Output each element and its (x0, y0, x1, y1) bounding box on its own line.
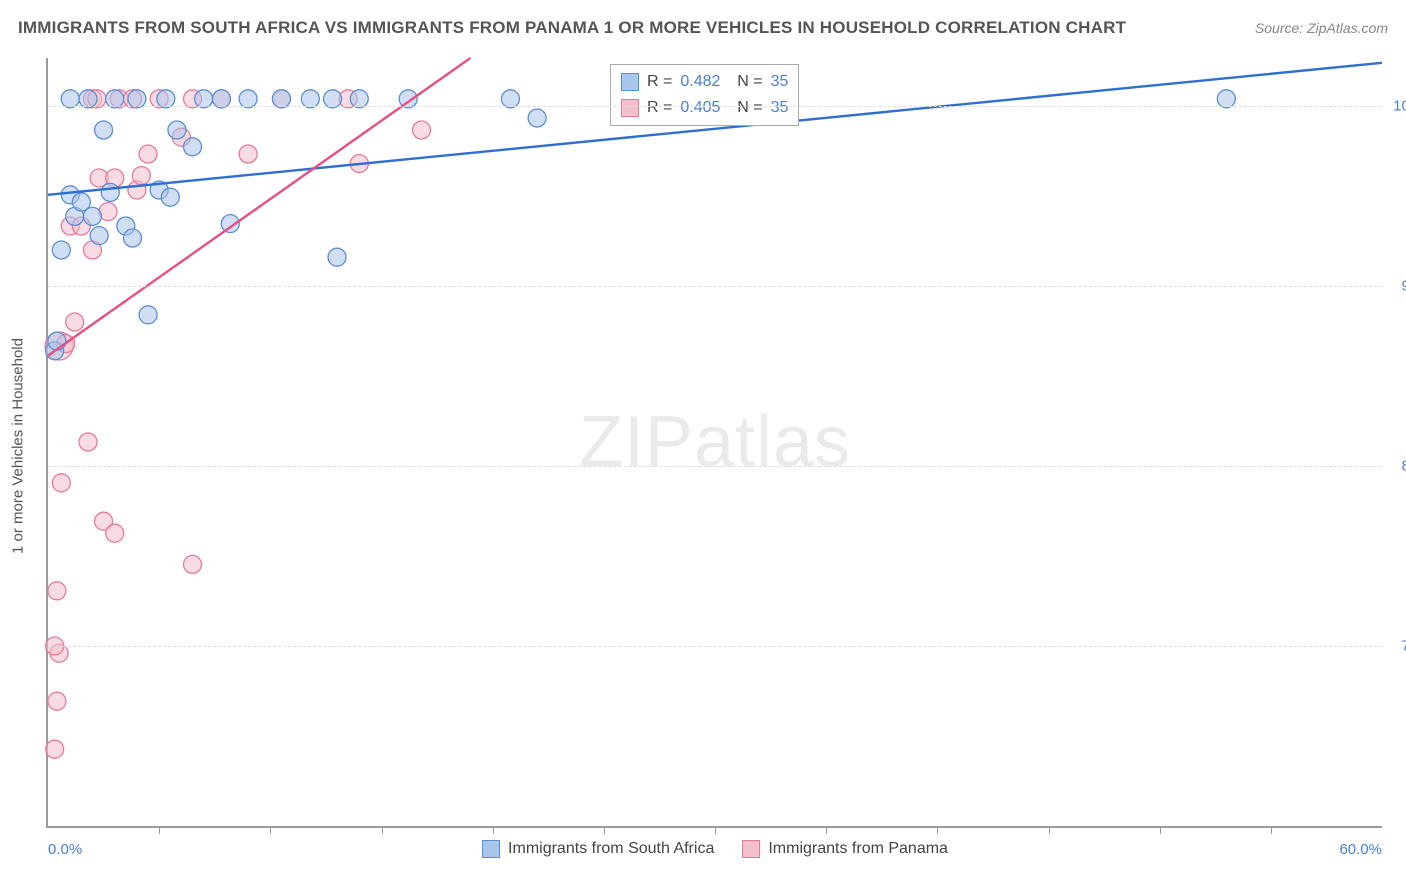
source-attribution: Source: ZipAtlas.com (1255, 20, 1388, 36)
swatch-series-b (621, 99, 639, 117)
stat-r-value-b: 0.405 (680, 95, 720, 121)
data-point (168, 121, 186, 139)
plot-area: ZIPatlas R = 0.482 N = 35 R = 0.405 N = … (46, 58, 1382, 828)
data-point (328, 248, 346, 266)
stat-r-label: R = (647, 69, 672, 95)
chart-svg (48, 58, 1382, 826)
data-point (95, 121, 113, 139)
data-point (413, 121, 431, 139)
data-point (239, 145, 257, 163)
data-point (90, 227, 108, 245)
data-point (161, 188, 179, 206)
data-point (46, 740, 64, 758)
x-tick-label: 0.0% (48, 841, 82, 858)
data-point (184, 138, 202, 156)
data-point (52, 474, 70, 492)
data-point (101, 183, 119, 201)
data-point (48, 332, 66, 350)
data-point (66, 313, 84, 331)
stat-n-label: N = (728, 69, 762, 95)
y-tick-label: 92.5% (1388, 278, 1406, 295)
stats-row-series-a: R = 0.482 N = 35 (621, 69, 788, 95)
data-point (79, 433, 97, 451)
x-tick (715, 826, 716, 834)
legend-label-b: Immigrants from Panama (768, 840, 948, 858)
x-tick (826, 826, 827, 834)
gridline-h (48, 646, 1382, 647)
data-point (106, 524, 124, 542)
swatch-series-a (482, 840, 500, 858)
legend-label-a: Immigrants from South Africa (508, 840, 714, 858)
swatch-series-a (621, 73, 639, 91)
x-tick (382, 826, 383, 834)
x-tick (1271, 826, 1272, 834)
chart-title: IMMIGRANTS FROM SOUTH AFRICA VS IMMIGRAN… (18, 18, 1126, 38)
stat-r-label: R = (647, 95, 672, 121)
data-point (132, 167, 150, 185)
stat-n-value-b: 35 (771, 95, 789, 121)
stat-r-value-a: 0.482 (680, 69, 720, 95)
data-point (139, 145, 157, 163)
data-point (48, 582, 66, 600)
x-tick-label: 60.0% (1339, 841, 1382, 858)
swatch-series-b (742, 840, 760, 858)
y-tick-label: 77.5% (1388, 638, 1406, 655)
stat-n-value-a: 35 (771, 69, 789, 95)
x-tick (159, 826, 160, 834)
x-tick (937, 826, 938, 834)
data-point (528, 109, 546, 127)
stat-n-label: N = (728, 95, 762, 121)
y-tick-label: 100.0% (1388, 98, 1406, 115)
y-axis-title: 1 or more Vehicles in Household (10, 338, 27, 554)
x-tick (493, 826, 494, 834)
gridline-h (48, 106, 1382, 107)
gridline-h (48, 466, 1382, 467)
data-point (139, 306, 157, 324)
x-tick (604, 826, 605, 834)
y-tick-label: 85.0% (1388, 458, 1406, 475)
stats-row-series-b: R = 0.405 N = 35 (621, 95, 788, 121)
data-point (48, 692, 66, 710)
x-tick (1049, 826, 1050, 834)
legend-item-a: Immigrants from South Africa (482, 840, 714, 858)
gridline-h (48, 286, 1382, 287)
data-point (52, 241, 70, 259)
stats-legend: R = 0.482 N = 35 R = 0.405 N = 35 (610, 64, 799, 126)
series-legend: Immigrants from South Africa Immigrants … (482, 840, 948, 858)
legend-item-b: Immigrants from Panama (742, 840, 948, 858)
title-bar: IMMIGRANTS FROM SOUTH AFRICA VS IMMIGRAN… (18, 18, 1388, 38)
data-point (123, 229, 141, 247)
x-tick (270, 826, 271, 834)
data-point (184, 555, 202, 573)
data-point (83, 207, 101, 225)
x-tick (1160, 826, 1161, 834)
